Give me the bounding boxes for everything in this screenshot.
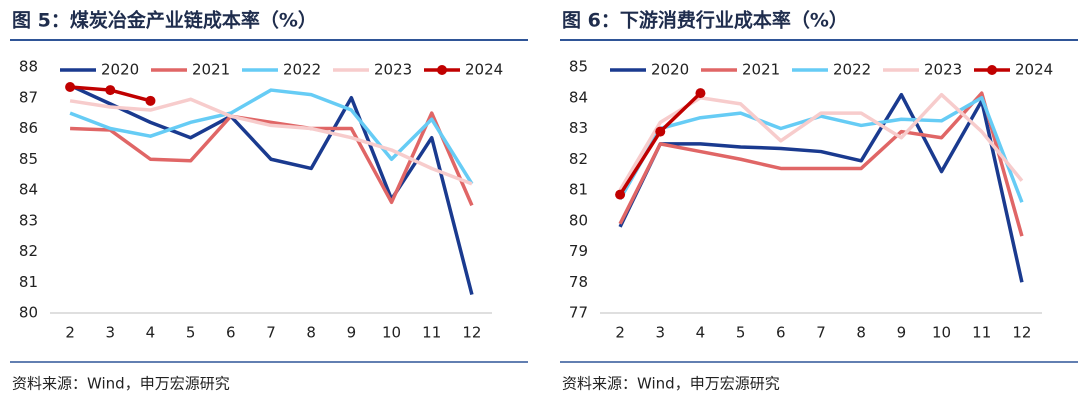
x-tick-label: 11 <box>422 324 441 342</box>
y-tick-label: 87 <box>19 88 38 106</box>
legend-label: 2020 <box>101 61 139 79</box>
x-tick-label: 10 <box>932 324 951 342</box>
legend-label: 2022 <box>833 61 871 79</box>
series-line <box>618 92 1024 283</box>
y-tick-label: 80 <box>19 304 38 322</box>
x-tick-label: 2 <box>615 324 625 342</box>
series-line <box>69 97 473 186</box>
legend-label: 2020 <box>651 61 689 79</box>
x-tick-label: 8 <box>306 324 316 342</box>
x-tick-label: 5 <box>186 324 196 342</box>
legend-label: 2023 <box>374 61 412 79</box>
chart-title: 图 5：煤炭冶金产业链成本率（%） <box>12 9 317 32</box>
y-tick-label: 81 <box>569 181 588 199</box>
chart-title: 图 6：下游消费行业成本率（%） <box>562 9 848 32</box>
y-tick-label: 80 <box>569 211 588 229</box>
y-tick-label: 85 <box>569 58 588 76</box>
y-tick-label: 83 <box>569 119 588 137</box>
series-marker <box>65 81 76 92</box>
series-marker <box>105 85 116 96</box>
x-tick-label: 9 <box>897 324 907 342</box>
legend-marker <box>987 65 997 75</box>
y-tick-label: 77 <box>569 304 588 322</box>
x-tick-label: 3 <box>105 324 115 342</box>
x-tick-label: 9 <box>347 324 357 342</box>
series-line <box>69 83 474 295</box>
legend-label: 2021 <box>192 61 230 79</box>
x-tick-label: 11 <box>972 324 991 342</box>
legend-label: 2022 <box>283 61 321 79</box>
x-tick-label: 2 <box>65 324 75 342</box>
x-tick-label: 7 <box>816 324 826 342</box>
x-tick-label: 3 <box>655 324 665 342</box>
x-tick-label: 5 <box>736 324 746 342</box>
source-note: 资料来源：Wind，申万宏源研究 <box>562 375 780 393</box>
y-tick-label: 82 <box>569 150 588 168</box>
series-line <box>70 111 474 207</box>
x-tick-label: 10 <box>382 324 401 342</box>
y-tick-label: 85 <box>19 150 38 168</box>
y-tick-label: 81 <box>19 273 38 291</box>
legend-label: 2024 <box>465 61 503 79</box>
y-tick-label: 79 <box>569 242 588 260</box>
series-marker <box>145 95 156 106</box>
y-tick-label: 84 <box>19 181 38 199</box>
legend-label: 2023 <box>924 61 962 79</box>
x-tick-label: 4 <box>146 324 156 342</box>
y-tick-label: 86 <box>19 119 38 137</box>
series-marker <box>695 88 706 99</box>
series-line <box>618 96 1024 203</box>
y-tick-label: 88 <box>19 58 38 76</box>
x-tick-label: 12 <box>1012 324 1031 342</box>
x-tick-label: 6 <box>226 324 236 342</box>
x-tick-label: 4 <box>696 324 706 342</box>
y-tick-label: 78 <box>569 273 588 291</box>
legend-label: 2021 <box>742 61 780 79</box>
x-tick-label: 6 <box>776 324 786 342</box>
y-tick-label: 83 <box>19 211 38 229</box>
y-tick-label: 82 <box>19 242 38 260</box>
legend-label: 2024 <box>1015 61 1053 79</box>
legend-marker <box>437 65 447 75</box>
source-note: 资料来源：Wind，申万宏源研究 <box>12 375 230 393</box>
series-line <box>69 88 474 185</box>
x-tick-label: 8 <box>856 324 866 342</box>
x-tick-label: 7 <box>266 324 276 342</box>
x-tick-label: 12 <box>462 324 481 342</box>
y-tick-label: 84 <box>569 88 588 106</box>
series-line <box>618 91 1024 237</box>
series-marker <box>615 189 626 200</box>
series-marker <box>655 126 666 137</box>
